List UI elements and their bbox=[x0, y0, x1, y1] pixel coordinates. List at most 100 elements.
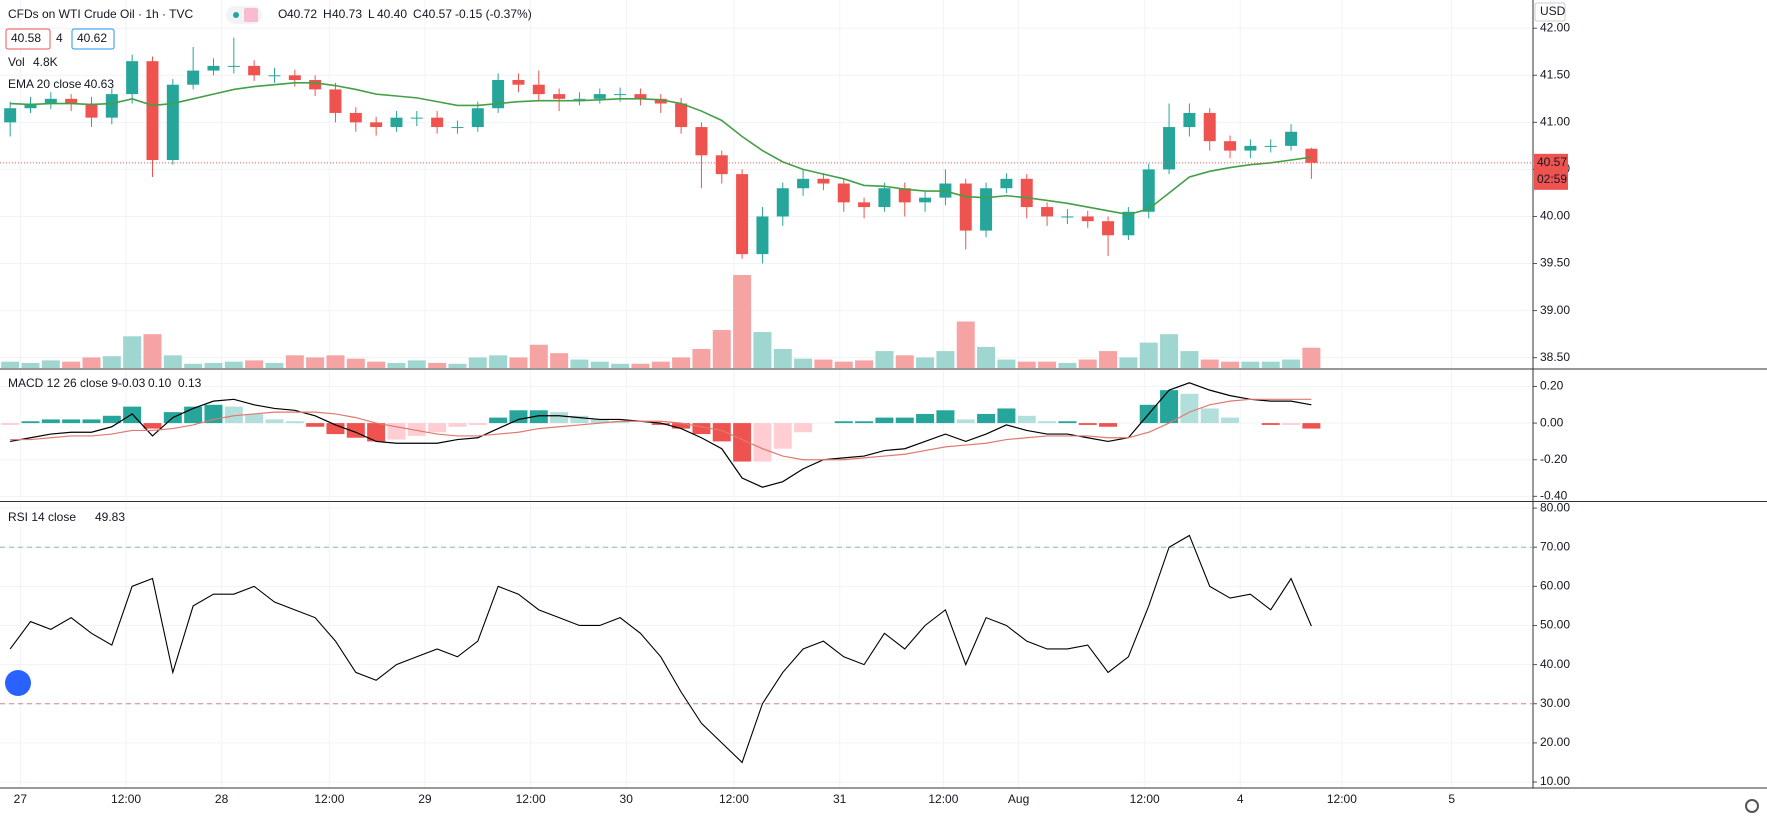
logo[interactable] bbox=[5, 670, 31, 696]
macd-histogram-bar bbox=[367, 423, 386, 442]
macd-histogram-bar bbox=[82, 419, 101, 424]
macd-histogram-bar bbox=[428, 423, 447, 433]
candle-body bbox=[797, 178, 810, 189]
volume-bar bbox=[590, 361, 609, 368]
candle-body bbox=[736, 174, 749, 255]
macd-histogram-bar bbox=[489, 417, 508, 424]
candle-body bbox=[471, 108, 484, 128]
candle-body bbox=[65, 98, 78, 104]
candle-body bbox=[593, 94, 606, 99]
volume-bar bbox=[1160, 334, 1179, 368]
volume-bar bbox=[773, 348, 792, 368]
candle-body bbox=[1102, 221, 1115, 236]
volume-bar bbox=[224, 361, 243, 368]
volume-bar bbox=[102, 356, 121, 368]
macd-histogram-bar bbox=[448, 423, 467, 427]
macd-histogram-bar bbox=[997, 408, 1016, 424]
volume-bar bbox=[1038, 361, 1057, 368]
candle-body bbox=[1000, 178, 1013, 189]
volume-bar bbox=[1119, 357, 1138, 368]
volume-bar bbox=[184, 363, 203, 368]
sell-price[interactable]: 40.58 bbox=[11, 31, 41, 45]
settings-icon[interactable] bbox=[1745, 799, 1759, 813]
volume-bar bbox=[1241, 361, 1260, 368]
x-tick-label: 12:00 bbox=[111, 792, 141, 806]
macd-histogram-bar bbox=[468, 423, 487, 425]
macd-histogram-bar bbox=[285, 421, 304, 424]
volume-bar bbox=[814, 359, 833, 368]
candle-body bbox=[817, 178, 830, 184]
y-tick-label: 39.00 bbox=[1540, 303, 1570, 317]
volume-bar bbox=[265, 362, 284, 368]
volume-bar bbox=[306, 357, 325, 368]
macd-histogram-bar bbox=[1038, 421, 1057, 424]
candle-body bbox=[858, 202, 871, 208]
candle-body bbox=[837, 183, 850, 203]
volume-bar bbox=[916, 357, 935, 368]
macd-histogram-bar bbox=[590, 419, 609, 424]
candle-body bbox=[268, 75, 281, 77]
volume-legend-value: 4.8K bbox=[33, 55, 58, 69]
volume-bar bbox=[62, 361, 81, 368]
volume-bar bbox=[794, 358, 813, 368]
candle-body bbox=[166, 84, 179, 160]
macd-histogram-bar bbox=[1, 423, 20, 425]
volume-bar bbox=[1, 361, 20, 368]
spread: 4 bbox=[56, 31, 63, 45]
y-tick-label: 20.00 bbox=[1540, 735, 1570, 749]
volume-bar bbox=[428, 362, 447, 368]
ohlc-key: L bbox=[368, 7, 375, 21]
macd-histogram-bar bbox=[326, 423, 345, 435]
macd-histogram-bar bbox=[407, 423, 426, 436]
volume-bar bbox=[529, 344, 548, 368]
macd-legend: MACD 12 26 close 9 bbox=[8, 376, 118, 390]
volume-bar bbox=[1261, 361, 1280, 368]
volume-bar bbox=[41, 360, 60, 368]
candle-body bbox=[85, 103, 98, 118]
candle-body bbox=[675, 103, 688, 128]
volume-bar bbox=[489, 355, 508, 368]
macd-histogram-bar bbox=[529, 410, 548, 424]
volume-bar bbox=[570, 359, 589, 368]
macd-histogram-bar bbox=[1099, 423, 1118, 427]
macd-line bbox=[10, 398, 1312, 461]
macd-histogram-bar bbox=[1180, 393, 1199, 424]
candle-body bbox=[695, 127, 708, 156]
macd-histogram-bar bbox=[936, 410, 955, 424]
macd-histogram-bar bbox=[692, 423, 711, 435]
volume-bar bbox=[895, 355, 914, 368]
candle-body bbox=[634, 94, 647, 99]
candle-body bbox=[1041, 207, 1054, 217]
x-tick-label: 29 bbox=[418, 792, 432, 806]
last-price-label: 40.57 bbox=[1537, 155, 1567, 169]
macd-legend-value: 0.13 bbox=[178, 376, 202, 390]
macd-histogram-bar bbox=[1282, 423, 1301, 425]
volume-bar bbox=[550, 353, 569, 368]
y-tick-label: 10.00 bbox=[1540, 774, 1570, 788]
candle-body bbox=[1224, 141, 1237, 151]
candle-body bbox=[451, 127, 464, 129]
volume-bar bbox=[1282, 359, 1301, 368]
candle-body bbox=[878, 188, 891, 208]
volume-bar bbox=[855, 360, 874, 368]
macd-histogram-bar bbox=[834, 421, 853, 424]
macd-legend-value: -0.03 bbox=[118, 376, 146, 390]
volume-bar bbox=[1017, 361, 1036, 368]
ema-legend-value: 40.63 bbox=[84, 77, 114, 91]
volume-bar bbox=[712, 329, 731, 368]
macd-histogram-bar bbox=[41, 419, 60, 424]
macd-histogram-bar bbox=[1017, 415, 1036, 424]
candle-body bbox=[187, 70, 200, 85]
candle-body bbox=[1305, 148, 1318, 163]
ohlc-value: 40.72 bbox=[287, 7, 317, 21]
candle-body bbox=[390, 117, 403, 128]
candle-body bbox=[980, 188, 993, 231]
buy-price[interactable]: 40.62 bbox=[77, 31, 107, 45]
volume-bar bbox=[733, 275, 752, 368]
volume-bar bbox=[631, 363, 650, 368]
currency-box bbox=[1534, 2, 1566, 22]
countdown: 02:59 bbox=[1537, 172, 1567, 186]
candle-body bbox=[207, 65, 220, 71]
